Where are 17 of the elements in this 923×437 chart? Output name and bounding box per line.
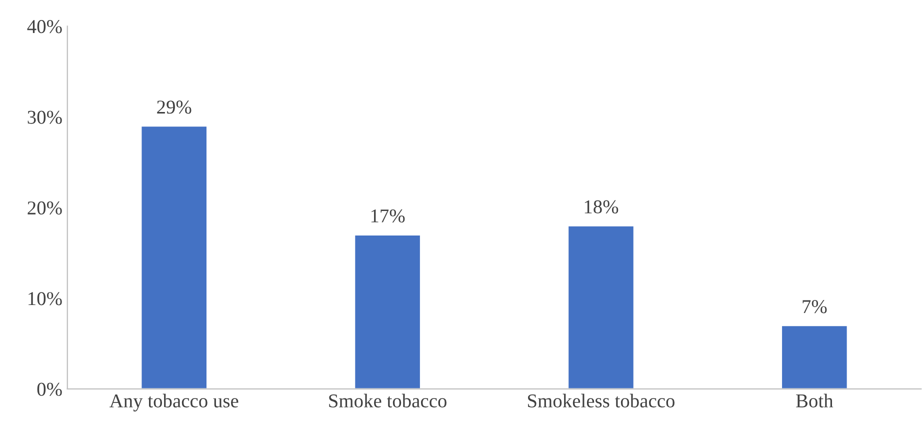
x-tick-label: Any tobacco use (109, 394, 238, 412)
data-label: 7% (802, 300, 827, 314)
data-label: 29% (157, 100, 192, 114)
y-tick-label: 30% (28, 110, 62, 124)
y-tick-label: 40% (27, 20, 62, 34)
y-tick-label: 0% (37, 382, 62, 396)
bar (567, 225, 635, 389)
data-label: 17% (371, 209, 405, 223)
bar (354, 234, 422, 389)
y-tick-label: 20% (28, 201, 62, 215)
bar (780, 324, 848, 389)
y-tick-label: 10% (28, 292, 62, 306)
bar (140, 125, 208, 389)
x-tick-label: Smoke tobacco (329, 394, 446, 408)
x-tick-label: Smokeless tobacco (528, 394, 674, 408)
x-tick-label: Both (796, 394, 834, 408)
data-label: 18% (584, 200, 618, 214)
